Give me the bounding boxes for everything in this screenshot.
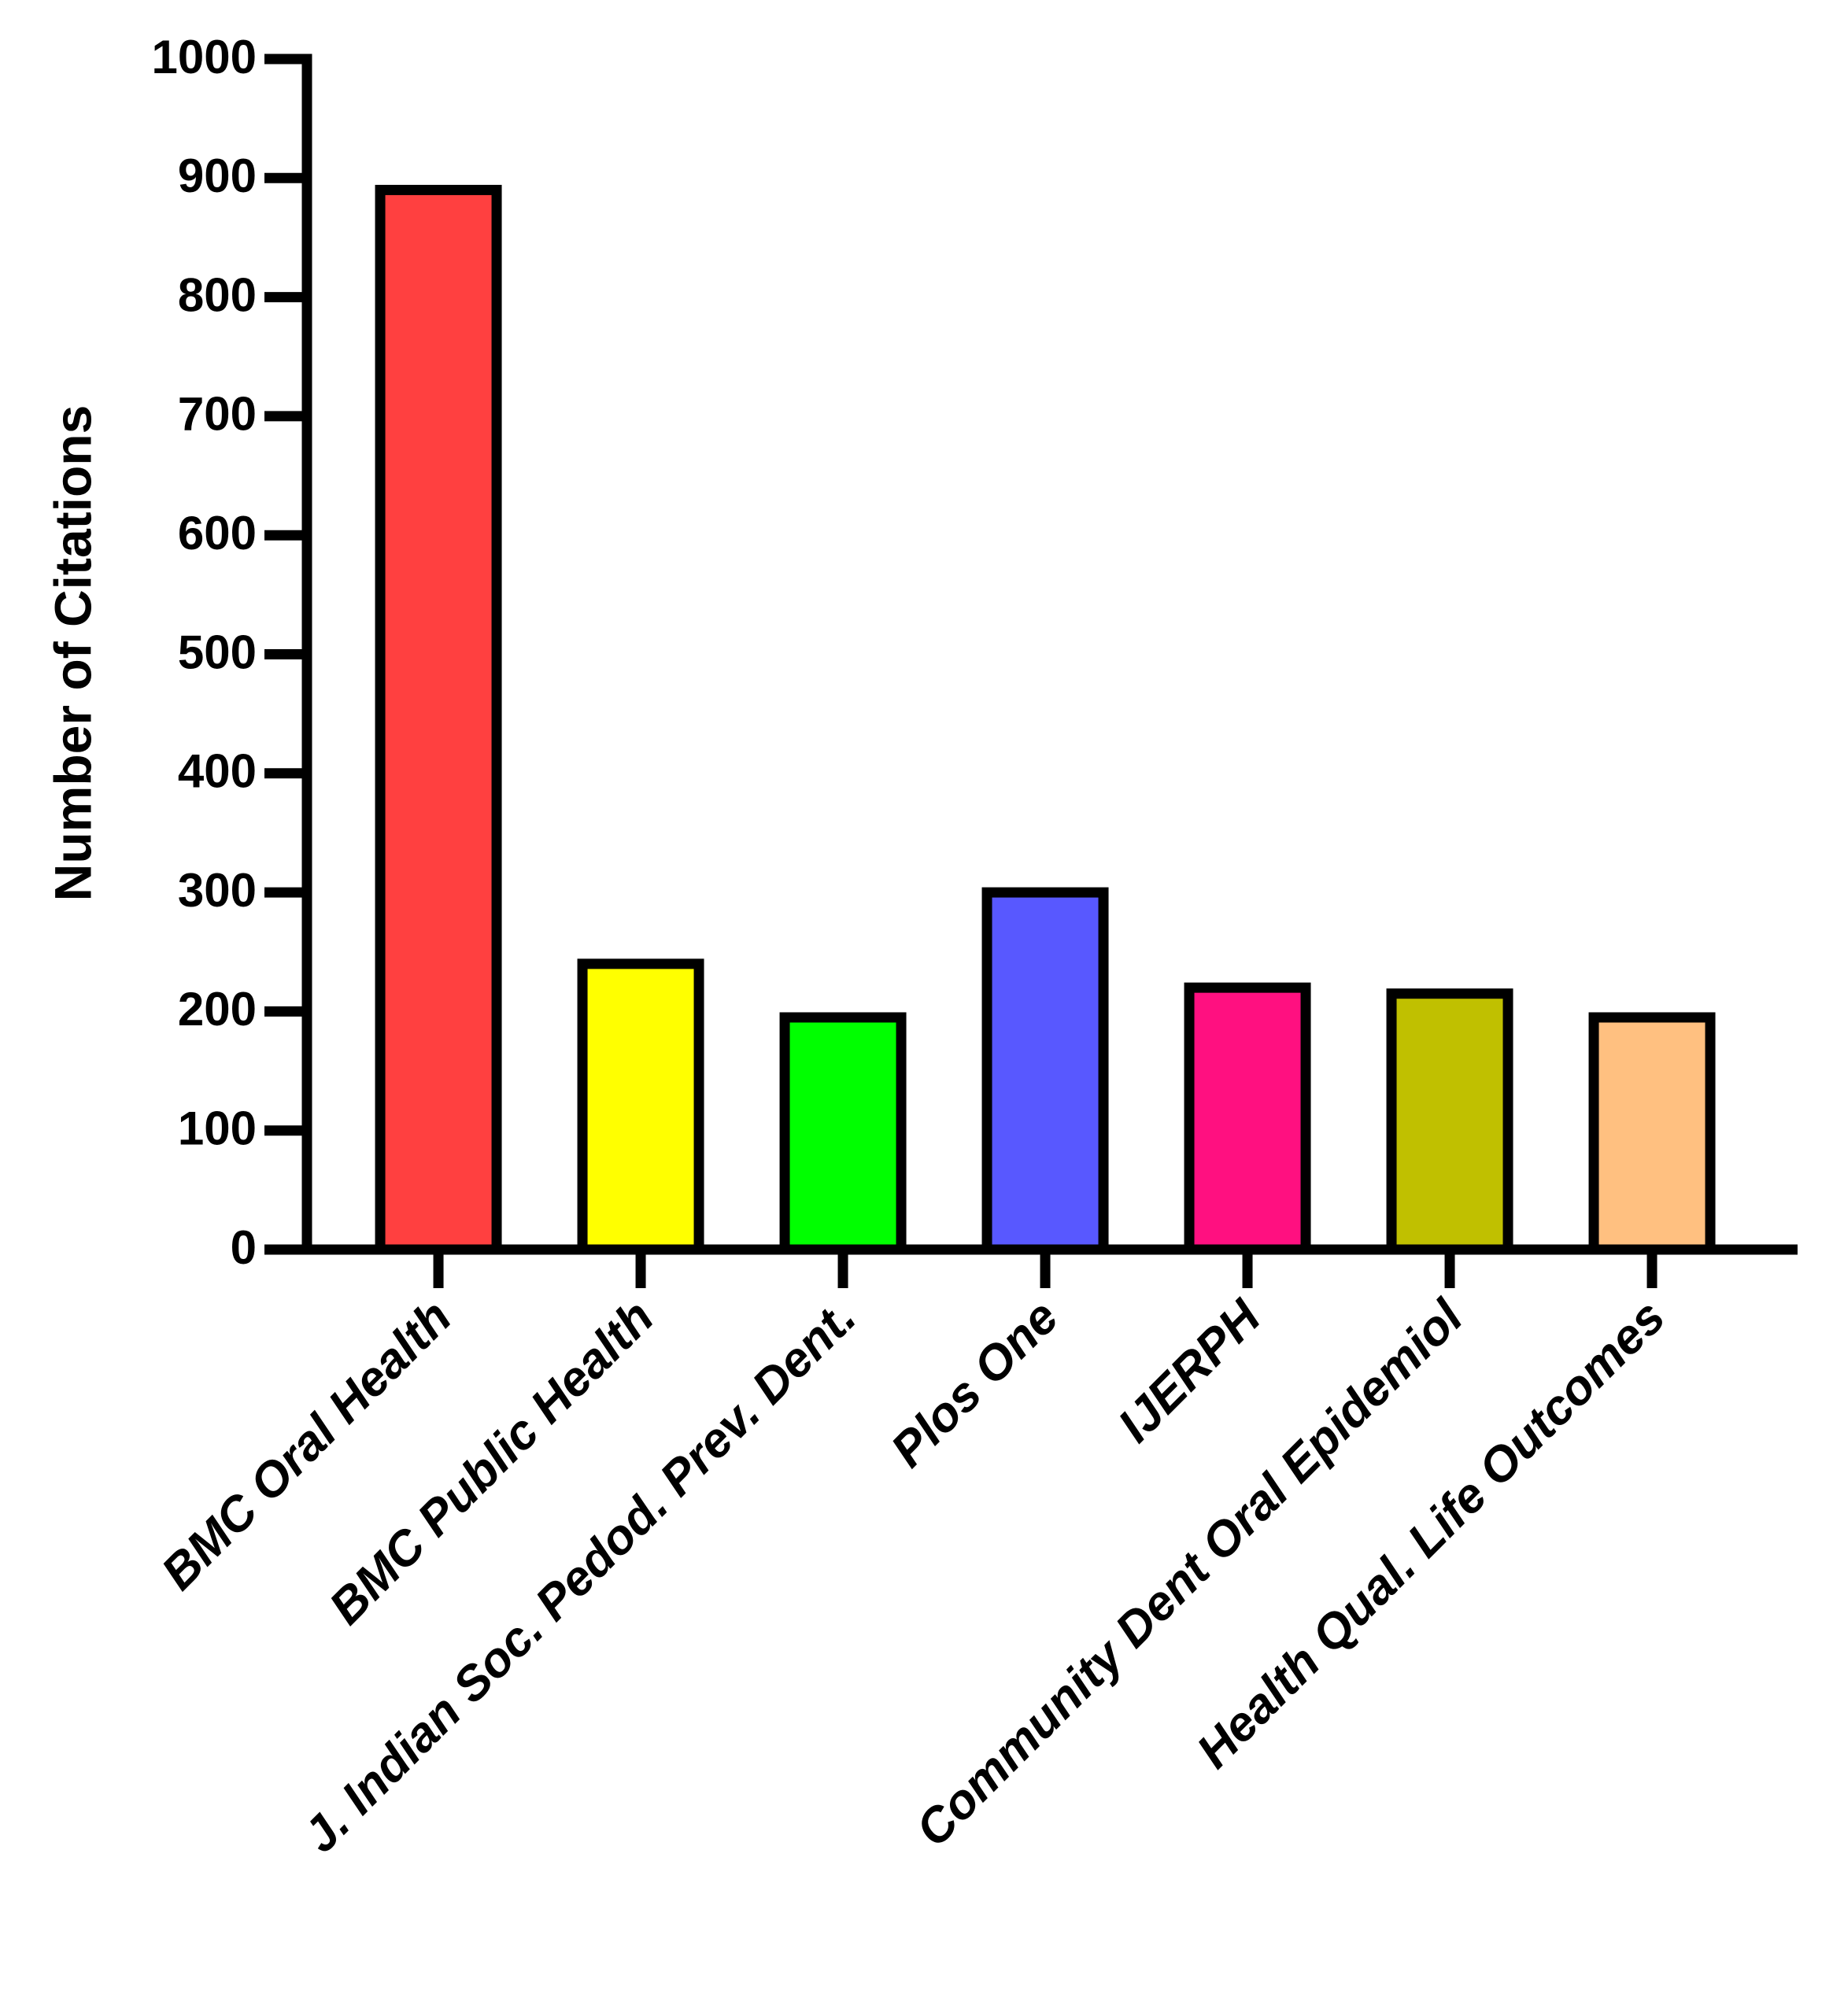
y-tick-label: 200 xyxy=(178,983,257,1036)
x-tick-label: IJERPH xyxy=(1108,1289,1272,1453)
y-tick-label: 800 xyxy=(178,268,257,321)
bar xyxy=(1588,1012,1716,1255)
y-tick-label: 0 xyxy=(231,1221,257,1274)
bar xyxy=(1386,988,1513,1255)
y-axis-label: Number of Citations xyxy=(43,405,102,902)
y-tick-label: 100 xyxy=(178,1102,257,1155)
y-tick-label: 400 xyxy=(178,745,257,798)
y-tick-label: 900 xyxy=(178,150,257,202)
y-tick-label: 300 xyxy=(178,864,257,917)
bar xyxy=(577,958,704,1255)
bar xyxy=(981,887,1109,1255)
bar xyxy=(779,1012,907,1255)
y-tick-label: 700 xyxy=(178,388,257,441)
y-tick-label: 600 xyxy=(178,507,257,559)
y-tick-label: 1000 xyxy=(152,31,257,83)
y-tick-label: 500 xyxy=(178,626,257,678)
bar xyxy=(1184,982,1311,1255)
bar xyxy=(375,184,502,1255)
x-tick-label: Plos One xyxy=(881,1290,1069,1478)
